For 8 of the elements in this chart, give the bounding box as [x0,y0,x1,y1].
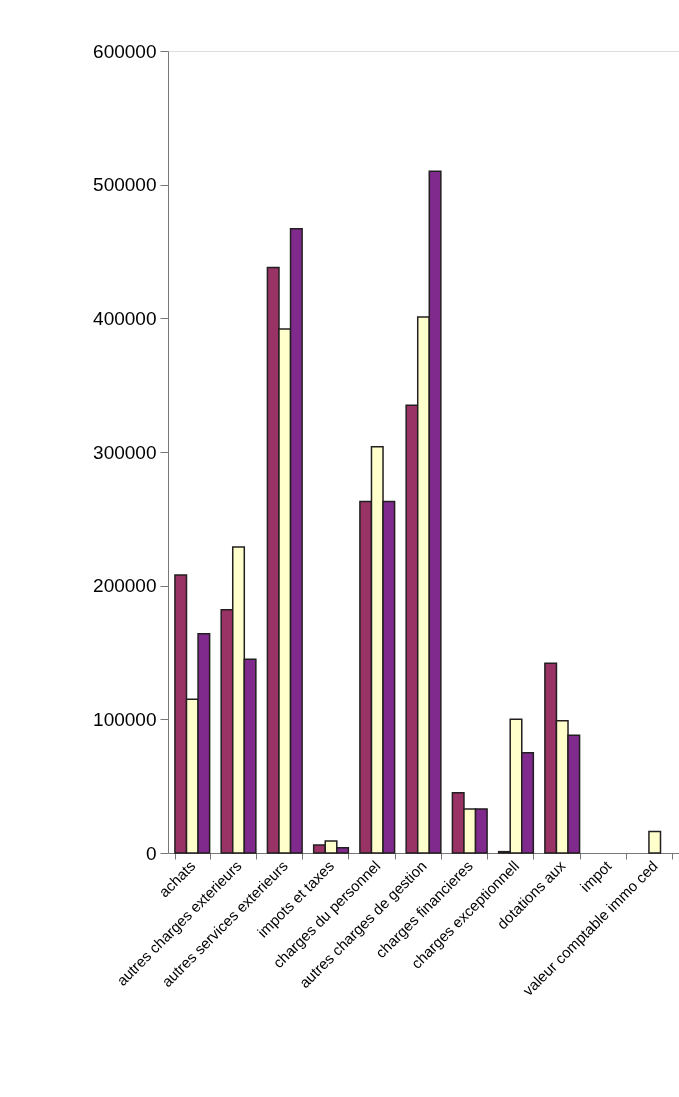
bar [648,830,662,854]
y-tick-label: 500000 [93,174,157,196]
y-tick-label: 300000 [93,441,157,463]
y-tick-label: 400000 [93,307,157,329]
y-tick-label: 100000 [93,708,157,730]
y-tick-label: 200000 [93,575,157,597]
y-tick-label: 600000 [93,40,157,62]
y-tick-label: 0 [145,842,157,864]
